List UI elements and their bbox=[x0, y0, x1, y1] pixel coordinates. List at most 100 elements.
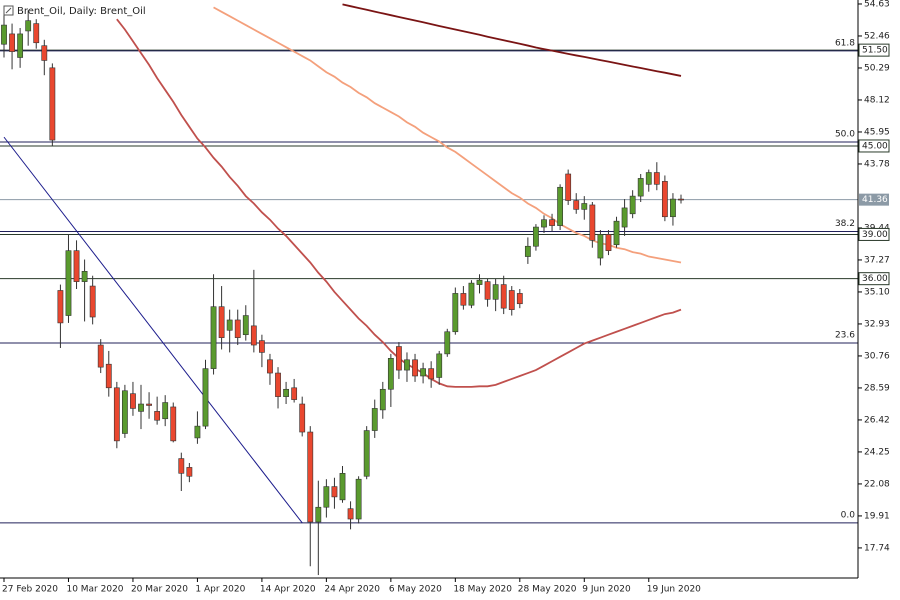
candle-body bbox=[162, 402, 169, 420]
y-tick-label: 17.74 bbox=[864, 543, 890, 553]
candle-body bbox=[653, 172, 660, 185]
candle-body bbox=[444, 331, 451, 355]
x-tick-label: 9 Jun 2020 bbox=[582, 585, 631, 595]
trend-line bbox=[3, 136, 303, 524]
level-label-box bbox=[858, 139, 890, 153]
candle-body bbox=[130, 393, 136, 409]
y-tick-label: 37.27 bbox=[864, 255, 890, 265]
candle-body bbox=[138, 403, 144, 412]
y-tick-label: 52.46 bbox=[864, 31, 890, 41]
candle-body bbox=[17, 33, 24, 58]
candle-body bbox=[194, 425, 201, 439]
title-icon-line bbox=[5, 7, 12, 14]
candle-body bbox=[549, 219, 555, 226]
fib-label: 50.0 bbox=[835, 129, 855, 139]
chart-title: Brent_Oil, Daily: Brent_Oil bbox=[17, 6, 146, 17]
candle-body bbox=[210, 306, 217, 369]
fib-label: 38.2 bbox=[835, 219, 855, 229]
x-tick-label: 1 Apr 2020 bbox=[195, 585, 245, 595]
x-tick-label: 10 Mar 2020 bbox=[66, 585, 123, 595]
candle-body bbox=[629, 195, 636, 215]
y-tick-label: 32.93 bbox=[864, 319, 890, 329]
candle-body bbox=[661, 181, 668, 218]
candle-body bbox=[645, 172, 652, 185]
level-label-box bbox=[858, 227, 890, 241]
y-tick-label: 35.10 bbox=[864, 287, 890, 297]
candle-body bbox=[428, 368, 435, 380]
candle-body bbox=[323, 486, 330, 508]
candle-body bbox=[597, 234, 604, 259]
candle-body bbox=[315, 506, 322, 523]
title-icon bbox=[3, 5, 14, 16]
candle-body bbox=[436, 353, 443, 378]
candle-body bbox=[605, 234, 612, 251]
y-tick-label: 22.08 bbox=[864, 479, 890, 489]
y-tick-label: 30.76 bbox=[864, 351, 890, 361]
candle-body bbox=[275, 372, 281, 397]
candle-body bbox=[396, 346, 402, 371]
candle-body bbox=[178, 458, 185, 474]
candle-body bbox=[331, 486, 338, 498]
candle-body bbox=[621, 207, 628, 228]
candle-body bbox=[492, 284, 499, 300]
current-price-box bbox=[859, 193, 889, 206]
candle-body bbox=[234, 319, 241, 338]
candle-body bbox=[371, 408, 378, 431]
candle-body bbox=[1, 24, 7, 45]
candle-body bbox=[291, 387, 298, 400]
candle-body bbox=[613, 220, 620, 246]
candle-body bbox=[186, 467, 193, 477]
candle-body bbox=[113, 387, 120, 442]
candle-body bbox=[81, 271, 88, 282]
candle-body bbox=[573, 200, 580, 210]
x-tick-label: 19 Jun 2020 bbox=[647, 585, 701, 595]
y-tick-label: 45.95 bbox=[864, 127, 890, 137]
level-label: 36.00 bbox=[862, 274, 888, 284]
candle-body bbox=[242, 315, 249, 336]
title-group: Brent_Oil, Daily: Brent_Oil bbox=[3, 5, 146, 17]
y-tick-label: 50.29 bbox=[864, 63, 890, 73]
candle-body bbox=[500, 284, 507, 309]
x-tick-label: 28 May 2020 bbox=[518, 585, 577, 595]
y-tick-label: 24.25 bbox=[864, 447, 890, 457]
candle-body bbox=[589, 204, 596, 241]
candle-body bbox=[97, 344, 104, 368]
level-label: 51.50 bbox=[862, 46, 888, 56]
candle-body bbox=[267, 359, 273, 374]
candle-body bbox=[9, 33, 15, 52]
moving-average bbox=[342, 3, 682, 77]
candle-body bbox=[637, 178, 644, 197]
candle-body bbox=[170, 406, 177, 442]
candle-body bbox=[33, 23, 40, 44]
candle-body bbox=[218, 306, 225, 338]
candle-body bbox=[226, 319, 233, 331]
candle-body bbox=[670, 198, 676, 218]
candle-body bbox=[121, 390, 128, 434]
x-tick-label: 20 Mar 2020 bbox=[131, 585, 188, 595]
y-tick-label: 54.63 bbox=[864, 0, 890, 9]
fib-label: 23.6 bbox=[835, 330, 855, 340]
y-tick-label: 43.78 bbox=[864, 159, 890, 169]
candle-body bbox=[387, 358, 394, 390]
candle-body bbox=[259, 340, 265, 353]
candle-body bbox=[146, 403, 152, 406]
x-tick-label: 27 Feb 2020 bbox=[2, 585, 58, 595]
y-tick-label: 19.91 bbox=[864, 511, 890, 521]
candle-body bbox=[339, 473, 346, 501]
y-tick-label: 48.12 bbox=[864, 95, 890, 105]
candle-body bbox=[49, 67, 56, 141]
candle-body bbox=[516, 293, 523, 305]
fib-label: 0.0 bbox=[841, 510, 856, 520]
y-tick-label: 26.42 bbox=[864, 415, 890, 425]
candle-body bbox=[508, 290, 515, 310]
y-tick-label: 28.59 bbox=[864, 383, 890, 393]
candle-body bbox=[65, 250, 72, 316]
candle-body bbox=[476, 279, 483, 285]
candle-body bbox=[307, 431, 314, 523]
candle-body bbox=[460, 293, 467, 306]
candle-body bbox=[533, 226, 539, 247]
candle-body bbox=[484, 281, 491, 300]
x-tick-label: 18 May 2020 bbox=[453, 585, 512, 595]
